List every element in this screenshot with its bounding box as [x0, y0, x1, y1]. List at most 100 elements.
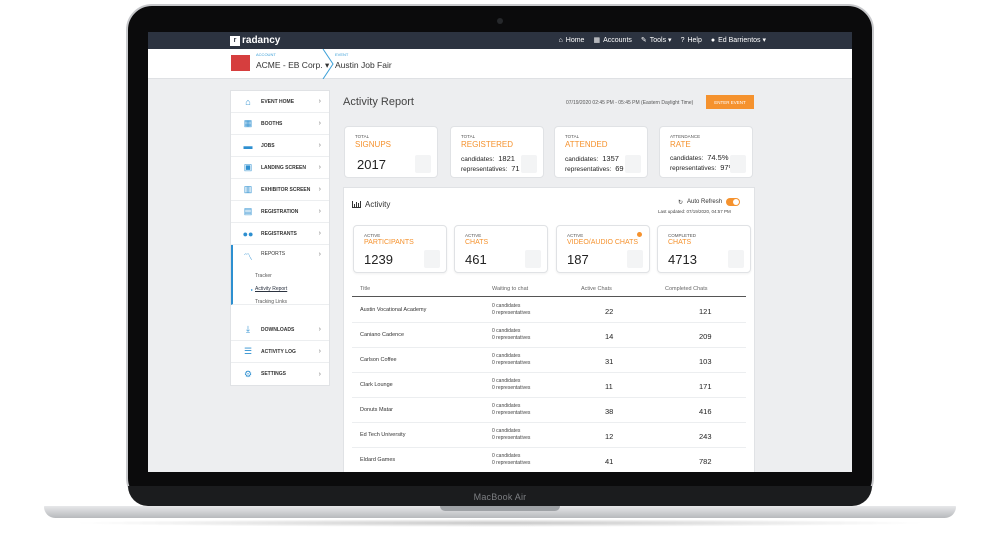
nav-tools-label: Tools ▾	[649, 37, 672, 44]
line-chart-icon: 〽	[243, 251, 253, 262]
columns-icon: ▥	[243, 184, 253, 194]
activity-card-completed-chats: COMPLETED CHATS 4713	[657, 225, 751, 273]
nav-help-label: Help	[687, 36, 702, 44]
account-selector[interactable]: ACME - EB Corp. ▾	[256, 60, 330, 70]
row-completed-chats: 103	[699, 357, 712, 366]
row-waiting: 0 candidates 0 representatives	[492, 403, 530, 417]
gear-icon: ⚙	[243, 368, 253, 379]
sidebar-item-activity-log[interactable]: ☰ ACTIVITY LOG ›	[231, 341, 329, 363]
auto-refresh-control[interactable]: ↻ Auto Refresh	[678, 198, 741, 206]
stat-row-value: 1357	[602, 154, 619, 163]
stat-caption: TOTAL	[461, 134, 476, 139]
row-active-chats: 22	[605, 307, 614, 316]
sidebar-item-exhibitor-screen[interactable]: ▥ EXHIBITOR SCREEN ›	[231, 179, 329, 201]
table-row[interactable]: Donuts Matar 0 candidates 0 representative…	[352, 398, 746, 423]
sidebar-item-downloads[interactable]: ⤓ DOWNLOADS ›	[231, 319, 329, 341]
waiting-representatives: 0 representatives	[492, 460, 531, 466]
sidebar-item-registration[interactable]: ▤ REGISTRATION ›	[231, 201, 329, 223]
column-waiting[interactable]: Waiting to chat	[492, 286, 529, 292]
sidebar-item-event-home[interactable]: ⌂ EVENT HOME ›	[231, 91, 329, 113]
card-caption: ACTIVE	[364, 233, 381, 238]
stat-row-representatives: representatives: 97%	[670, 163, 735, 172]
row-title: Ed Tech University	[360, 432, 406, 438]
wrench-icon: ✎	[640, 37, 647, 44]
table-header: Title Waiting to chat Active Chats Compl…	[352, 285, 746, 297]
watermark-icon	[730, 155, 746, 173]
table-row[interactable]: Eldard Games 0 candidates 0 representative…	[352, 448, 746, 472]
sidebar-item-jobs[interactable]: ▬ JOBS ›	[231, 135, 329, 157]
sidebar-subitem-tracking-links[interactable]: Tracking Links	[255, 299, 288, 305]
sidebar-item-registrants[interactable]: ●● REGISTRANTS ›	[231, 223, 329, 245]
stat-row-candidates: candidates: 74.5%	[670, 153, 729, 162]
sidebar-subitem-activity-report[interactable]: Activity Report	[255, 286, 288, 292]
sidebar-item-label: REPORTS	[261, 251, 286, 257]
waiting-representatives: 0 representatives	[492, 360, 531, 366]
row-title: Donuts Matar	[360, 407, 394, 413]
sidebar-item-reports[interactable]: 〽 REPORTS ›	[231, 245, 329, 305]
column-title[interactable]: Title	[360, 286, 371, 292]
card-caption: ACTIVE	[567, 233, 584, 238]
sidebar-item-booths[interactable]: ▦ BOOTHS ›	[231, 113, 329, 135]
nav-tools[interactable]: ✎ Tools ▾	[641, 36, 672, 44]
form-icon: ▤	[243, 206, 253, 216]
nav-items: ⌂ Home ▦ Accounts ✎ Tools ▾ ? Help ● Ed Barri…	[559, 36, 766, 45]
row-waiting: 0 candidates 0 representatives	[492, 428, 530, 442]
sidebar-item-label: EXHIBITOR SCREEN	[261, 186, 311, 193]
event-name[interactable]: Austin Job Fair	[335, 60, 392, 70]
watermark-icon	[415, 155, 431, 173]
activity-card-chats: ACTIVE CHATS 461	[454, 225, 548, 273]
stat-row-key: representatives:	[461, 166, 508, 173]
chevron-right-icon: ›	[318, 186, 321, 193]
table-row[interactable]: Caniano Cadence 0 candidates 0 representat…	[352, 323, 746, 348]
laptop-shadow	[70, 519, 930, 527]
stat-row-value: 1821	[498, 154, 515, 163]
table-row[interactable]: Carlson Coffee 0 candidates 0 representati…	[352, 348, 746, 373]
enter-event-button[interactable]: ENTER EVENT	[706, 95, 754, 109]
table-row[interactable]: Austin Vocational Academy 0 candidates 0 r…	[352, 298, 746, 323]
sidebar-item-landing-screen[interactable]: ▣ LANDING SCREEN ›	[231, 157, 329, 179]
nav-user-label: Ed Barrientos ▾	[718, 37, 766, 44]
nav-accounts[interactable]: ▦ Accounts	[593, 36, 631, 45]
last-updated: Last updated: 07/19/2020, 04:57 PM	[658, 209, 731, 214]
waiting-candidates: 0 candidates	[492, 328, 521, 334]
nav-home[interactable]: ⌂ Home	[559, 36, 585, 44]
sidebar-item-label: ACTIVITY LOG	[261, 348, 296, 355]
watermark-icon	[525, 250, 541, 268]
waiting-representatives: 0 representatives	[492, 435, 531, 441]
stat-row-value: 69	[615, 164, 624, 173]
waiting-candidates: 0 candidates	[492, 303, 521, 309]
card-caption: ACTIVE	[465, 233, 482, 238]
stat-card-registered: TOTAL REGISTERED candidates: 1821 represe…	[450, 126, 544, 178]
row-completed-chats: 243	[699, 432, 712, 441]
chevron-right-icon: ›	[318, 251, 321, 258]
row-completed-chats: 121	[699, 307, 712, 316]
table-row[interactable]: Clark Lounge 0 candidates 0 representative…	[352, 373, 746, 398]
table-row[interactable]: Ed Tech University 0 candidates 0 represen…	[352, 423, 746, 448]
auto-refresh-toggle[interactable]	[726, 198, 741, 206]
column-active-chats[interactable]: Active Chats	[581, 286, 612, 292]
notification-dot	[637, 232, 642, 237]
column-completed-chats[interactable]: Completed Chats	[665, 286, 708, 292]
waiting-candidates: 0 candidates	[492, 453, 521, 459]
laptop-base	[44, 506, 956, 518]
image-icon: ▣	[243, 162, 253, 172]
chevron-right-icon: ›	[318, 326, 321, 333]
card-label: PARTICIPANTS	[364, 239, 414, 246]
sidebar-subitem-tracker[interactable]: Tracker	[255, 273, 272, 279]
nav-user[interactable]: ● Ed Barrientos ▾	[711, 36, 766, 45]
stat-row-key: candidates:	[565, 156, 599, 163]
sidebar-item-label: REGISTRATION	[261, 208, 299, 215]
building-icon: ▦	[593, 37, 601, 44]
laptop-chin	[128, 486, 872, 506]
nav-help[interactable]: ? Help	[681, 36, 702, 44]
sidebar-item-label: REGISTRANTS	[261, 230, 297, 237]
sidebar-item-settings[interactable]: ⚙ SETTINGS ›	[231, 363, 329, 385]
row-waiting: 0 candidates 0 representatives	[492, 303, 530, 317]
radancy-logo[interactable]: r radancy	[230, 35, 280, 46]
chevron-right-icon: ›	[318, 348, 321, 355]
auto-refresh-label: Auto Refresh	[687, 199, 723, 205]
waiting-candidates: 0 candidates	[492, 403, 521, 409]
stat-row-candidates: candidates: 1821	[461, 154, 515, 163]
stat-row-key: candidates:	[670, 155, 704, 162]
stat-caption: ATTENDANCE	[670, 134, 701, 139]
